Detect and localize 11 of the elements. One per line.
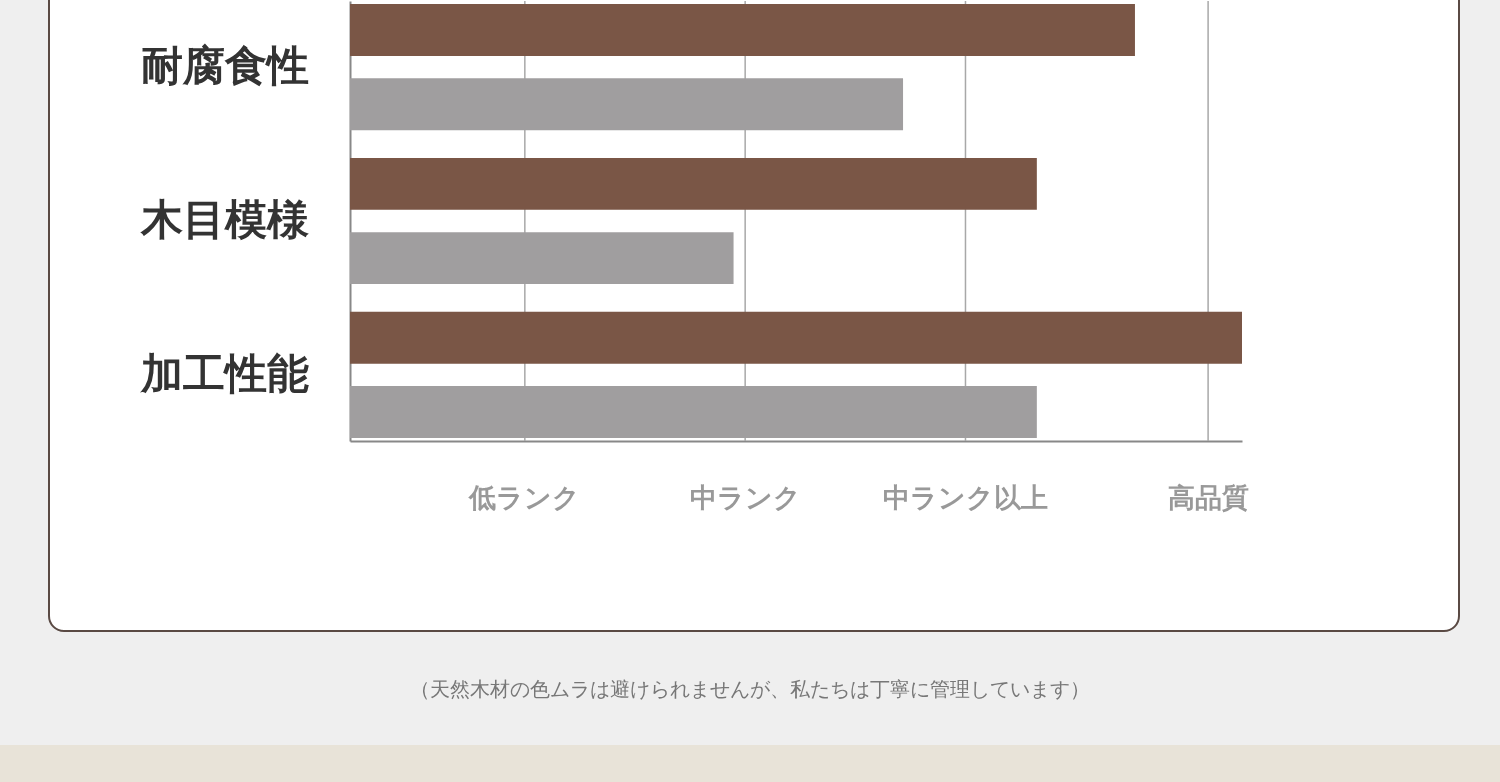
ref-line-label: 中ランク xyxy=(689,482,801,513)
bar xyxy=(350,4,1135,57)
y-tick-label: 木目模様 xyxy=(139,195,309,244)
y-tick-label: 加工性能 xyxy=(139,348,309,398)
bar xyxy=(350,311,1242,364)
ref-line-label: 中ランク以上 xyxy=(882,482,1048,513)
bar xyxy=(350,157,1037,210)
y-tick-label: 耐腐食性 xyxy=(140,41,309,91)
text: （天然木材の色ムラは避けられませんが、私たちは丁寧に管理しています） xyxy=(409,676,1091,703)
ref-line-label: 低ランク xyxy=(468,482,581,513)
ref-line-label: 高品質 xyxy=(1167,482,1249,513)
